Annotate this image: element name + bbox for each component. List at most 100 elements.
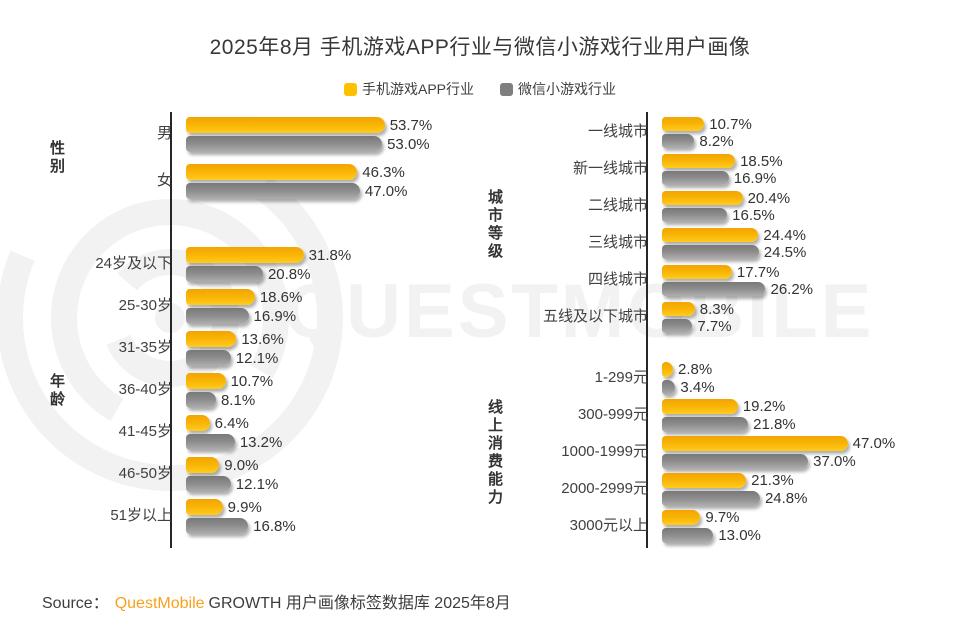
bar-pair: 53.7% 53.0% [186, 116, 470, 153]
value-label: 8.2% [699, 132, 734, 150]
value-label: 53.0% [387, 135, 430, 153]
bar-line-app: 53.7% [186, 116, 470, 134]
bar-wechat-minigame [662, 134, 695, 148]
bar-line-minigame: 7.7% [662, 318, 953, 335]
legend-swatch-app-icon [343, 82, 357, 96]
bar-pair: 9.9% 16.8% [186, 498, 470, 535]
category-label: 25-30岁 [118, 297, 172, 315]
bar-line-app: 19.2% [662, 398, 953, 415]
value-label: 9.9% [227, 498, 262, 516]
value-label: 12.1% [235, 349, 279, 367]
bar-line-minigame: 37.0% [662, 453, 953, 470]
bar-line-app: 2.8% [662, 361, 953, 378]
bar-line-app: 10.7% [662, 116, 953, 133]
bar-line-app: 9.7% [662, 509, 953, 526]
chart-row: 三线城市 24.4% 24.5% [478, 227, 953, 261]
bar-line-app: 9.0% [186, 456, 470, 474]
value-label: 17.7% [736, 263, 780, 281]
chart-row: 一线城市 10.7% 8.2% [478, 116, 953, 150]
category-label: 46-50岁 [118, 465, 172, 483]
bar-line-app: 8.3% [662, 301, 953, 318]
bar-wechat-minigame [186, 308, 249, 324]
bar-wechat-minigame [662, 417, 749, 432]
bar-wechat-minigame [662, 282, 766, 296]
bar-line-minigame: 8.1% [186, 391, 470, 409]
chart-row: 46-50岁 9.0% 12.1% [40, 456, 470, 493]
bar-line-minigame: 16.9% [186, 307, 470, 325]
bar-pair: 19.2% 21.8% [662, 398, 953, 433]
bar-wechat-minigame [186, 476, 231, 492]
bar-line-minigame: 21.8% [662, 416, 953, 433]
bar-mobile-game-app [186, 373, 226, 389]
bar-mobile-game-app [662, 436, 848, 451]
category-label: 24岁及以下 [95, 255, 172, 273]
bar-line-minigame: 20.8% [186, 265, 470, 283]
category-label: 一线城市 [587, 123, 648, 141]
value-label: 9.0% [224, 456, 259, 474]
value-label: 13.6% [241, 330, 284, 348]
right-chart-column: 城市等级 一线城市 10.7% 8.2% 新一线城市 [478, 112, 953, 548]
bar-mobile-game-app [662, 362, 674, 377]
bar-line-minigame: 3.4% [662, 379, 953, 396]
value-label: 53.7% [389, 116, 433, 134]
section-gender: 性别 男 53.7% 53.0% 女 [40, 116, 470, 200]
bar-line-app: 47.0% [662, 435, 953, 452]
bar-line-app: 18.5% [662, 152, 953, 170]
bar-line-minigame: 12.1% [186, 476, 470, 493]
value-label: 18.5% [740, 152, 783, 170]
bar-wechat-minigame [186, 136, 383, 152]
bar-pair: 31.8% 20.8% [186, 247, 470, 283]
value-label: 47.0% [852, 435, 896, 452]
bar-pair: 17.7% 26.2% [662, 263, 953, 298]
category-label: 3000元以上 [569, 517, 648, 535]
bar-mobile-game-app [186, 331, 237, 347]
bar-mobile-game-app [662, 302, 695, 316]
bar-wechat-minigame [662, 380, 676, 395]
bar-line-minigame: 8.2% [662, 132, 953, 150]
bar-pair: 21.3% 24.8% [662, 472, 953, 507]
value-label: 20.8% [267, 265, 311, 283]
chart-row: 男 53.7% 53.0% [40, 116, 470, 153]
bar-wechat-minigame [662, 528, 714, 543]
chart-row: 41-45岁 6.4% 13.2% [40, 414, 470, 451]
bar-line-app: 20.4% [662, 190, 953, 207]
chart-row: 51岁以上 9.9% 16.8% [40, 498, 470, 535]
bar-mobile-game-app [662, 265, 732, 279]
source-prefix: Source： [42, 595, 109, 612]
category-label: 31-35岁 [118, 339, 172, 357]
bar-pair: 20.4% 16.5% [662, 190, 953, 224]
section-online-spending: 线上消费能力 1-299元 2.8% 3.4% 300-999元 [478, 361, 953, 544]
bar-wechat-minigame [662, 319, 693, 333]
bar-line-app: 24.4% [662, 227, 953, 244]
bar-pair: 10.7% 8.1% [186, 373, 470, 409]
chart-row: 36-40岁 10.7% 8.1% [40, 373, 470, 409]
chart-row: 3000元以上 9.7% 13.0% [478, 509, 953, 544]
bar-mobile-game-app [662, 191, 743, 205]
value-label: 6.4% [214, 414, 249, 432]
value-label: 16.9% [733, 169, 777, 187]
value-label: 16.5% [732, 206, 775, 224]
right-axis-line [646, 112, 648, 548]
bar-pair: 9.7% 13.0% [662, 509, 953, 544]
value-label: 8.1% [220, 391, 256, 409]
section-city-tier: 城市等级 一线城市 10.7% 8.2% 新一线城市 [478, 116, 953, 335]
category-label: 三线城市 [587, 234, 648, 252]
bar-pair: 9.0% 12.1% [186, 456, 470, 493]
left-axis-line [170, 112, 172, 548]
bar-wechat-minigame [662, 454, 809, 469]
bar-mobile-game-app [662, 228, 759, 242]
bar-wechat-minigame [186, 392, 216, 408]
section-title-age: 年龄 [48, 372, 65, 409]
bar-pair: 8.3% 7.7% [662, 301, 953, 335]
bar-wechat-minigame [662, 245, 759, 259]
chart-row: 1-299元 2.8% 3.4% [478, 361, 953, 396]
bar-line-minigame: 24.8% [662, 490, 953, 507]
bar-wechat-minigame [186, 183, 360, 199]
bar-mobile-game-app [186, 289, 255, 305]
value-label: 21.3% [751, 472, 794, 489]
bar-line-minigame: 12.1% [186, 349, 470, 367]
bar-line-minigame: 24.5% [662, 244, 953, 261]
bar-line-minigame: 16.5% [662, 206, 953, 224]
value-label: 16.9% [253, 307, 297, 325]
bar-line-minigame: 16.8% [186, 518, 470, 535]
